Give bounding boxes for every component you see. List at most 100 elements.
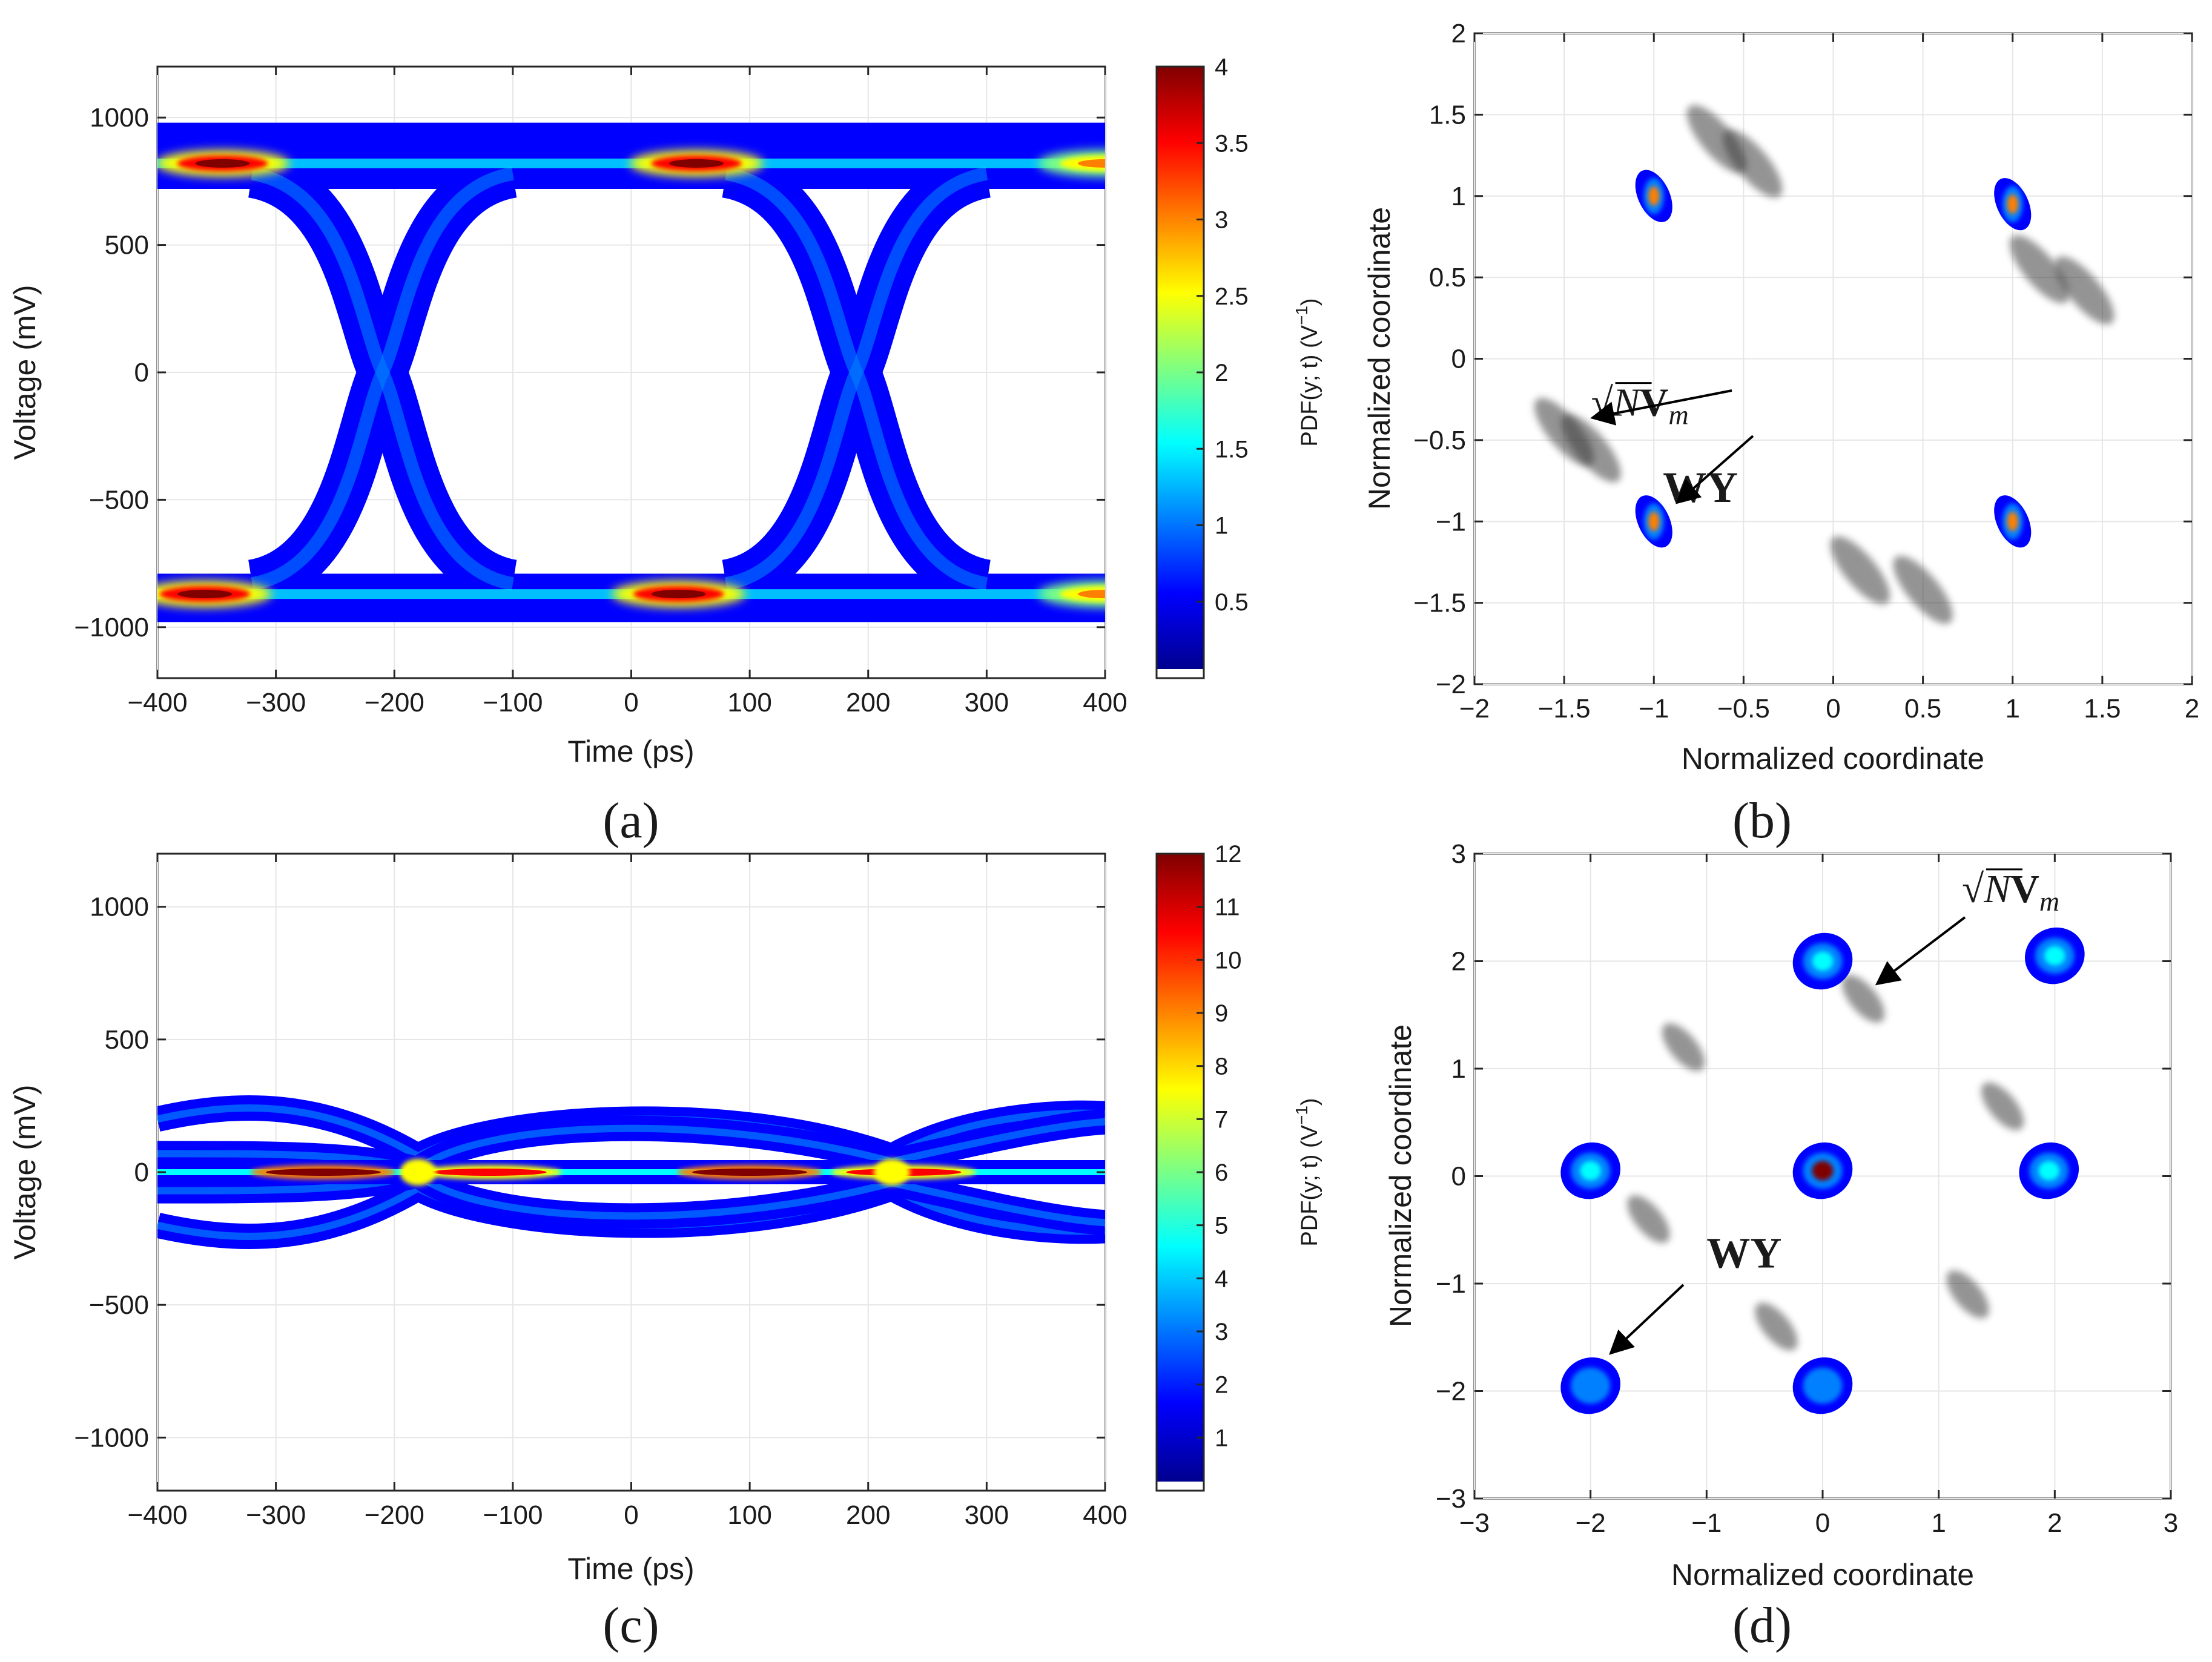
y-tick-label: −2 — [1436, 1377, 1466, 1406]
hotspot-core — [265, 1169, 381, 1176]
x-tick-label: 300 — [965, 1500, 1009, 1530]
hotspot-core — [195, 159, 250, 168]
eye-edge-core — [725, 167, 988, 591]
y-tick-label: −1 — [1436, 507, 1466, 536]
x-tick-label: 0 — [624, 688, 638, 717]
panel-a-axes: −400 −300 −200 −100 0 100 200 300 400−1000−50005… — [74, 67, 1127, 717]
y-tick-label: −3 — [1436, 1484, 1466, 1514]
panel-c-y-axis-label: Voltage (mV) — [8, 1084, 42, 1259]
WY-cluster — [2025, 927, 2085, 984]
panel-a-caption: (a) — [603, 793, 659, 849]
x-tick-label: 1 — [1931, 1508, 1946, 1538]
panel-d-WY-clusters — [1560, 927, 2085, 1414]
y-tick-label: 500 — [105, 1025, 149, 1055]
WY-cluster — [1994, 495, 2032, 548]
panel-d-x-axis-label: Normalized coordinate — [1671, 1558, 1974, 1592]
eye-hotspot — [612, 581, 745, 608]
WY-cluster-core — [1812, 1376, 1834, 1396]
annotation-arrow — [1609, 1284, 1685, 1355]
x-tick-label: 100 — [727, 1500, 771, 1530]
annotation-arrow — [1675, 435, 1754, 504]
y-tick-label: 0.5 — [1429, 263, 1466, 292]
panel-a-colorbar: 0.5 1 1.5 2 2.5 3 3.5 4 PDF(y; t) (V−1) — [1155, 54, 1322, 679]
WY-label: WY — [1706, 1228, 1781, 1277]
x-tick-label: 200 — [846, 1500, 890, 1530]
x-tick-label: 1.5 — [2084, 694, 2121, 724]
colorbar-tick-label: 8 — [1215, 1054, 1228, 1080]
panel-d-sqrtN-Vm-clusters — [1627, 975, 2024, 1351]
x-tick-label: −100 — [483, 1500, 543, 1530]
eye-crossing-hotspot — [873, 1159, 910, 1185]
WY-cluster — [2019, 1142, 2079, 1199]
WY-cluster — [1792, 1142, 1853, 1199]
x-tick-label: 0.5 — [1904, 694, 1941, 724]
colorbar-tick-label: 2 — [1215, 1372, 1228, 1399]
panel-d-caption: (d) — [1732, 1597, 1792, 1654]
WY-cluster-core — [2038, 1161, 2060, 1181]
hotspot-core — [431, 1169, 547, 1176]
colorbar-tick-label: 7 — [1215, 1106, 1228, 1133]
y-tick-label: −1000 — [74, 613, 149, 642]
WY-cluster-core — [1648, 186, 1660, 206]
sqrtN-Vm-cluster — [1830, 536, 1890, 605]
colorbar-tick-label: 1 — [1215, 513, 1228, 539]
colorbar-tick-label: 10 — [1215, 947, 1242, 974]
y-tick-label: 1 — [1451, 1054, 1466, 1084]
colorbar-tick-label: 1 — [1215, 1425, 1228, 1451]
y-tick-label: −500 — [89, 1290, 149, 1320]
x-tick-label: −1.5 — [1538, 694, 1591, 724]
y-tick-label: 0 — [1451, 1162, 1466, 1192]
WY-cluster-core — [1648, 512, 1660, 532]
colorbar-tick-label: 4 — [1215, 54, 1228, 81]
x-tick-label: 2 — [2047, 1508, 2062, 1538]
panel-a-heatmap — [157, 122, 1105, 622]
panel-c-x-axis-label: Time (ps) — [567, 1552, 694, 1586]
WY-cluster-core — [2007, 194, 2018, 214]
sqrtN-Vm-cluster — [1946, 1270, 1989, 1319]
annotation-arrow — [1590, 389, 1732, 426]
V-part: V — [2010, 867, 2039, 911]
panel-c-caption: (c) — [603, 1597, 659, 1654]
panel-b-y-axis-label: Normalized coordinate — [1362, 207, 1396, 510]
panel-d-constellation: −3 −2 −1 0 1 2 3 −3 −2 −1 0 1 2 3 Normalized coordina… — [1384, 839, 2178, 1654]
WY-cluster — [1635, 170, 1672, 222]
sqrtN-part: √N — [1591, 381, 1642, 425]
x-tick-label: −300 — [246, 1500, 306, 1530]
WY-cluster — [1792, 1357, 1853, 1414]
panel-b-WY-clusters — [1635, 170, 2032, 548]
colorbar-tick-label: 1.5 — [1215, 436, 1249, 463]
colorbar-tick-label: 3 — [1215, 1319, 1228, 1345]
x-tick-label: 1 — [2006, 694, 2020, 724]
colorbar-tick-label: 12 — [1215, 841, 1242, 868]
x-tick-label: 0 — [624, 1500, 638, 1530]
sqrtN-Vm-cluster — [1561, 414, 1621, 483]
eye-crossing — [247, 150, 518, 608]
panel-a-colorbar-gradient — [1157, 67, 1204, 669]
y-tick-label: 500 — [105, 231, 149, 260]
WY-cluster — [1792, 932, 1853, 990]
sqrtN-Vm-label: √NVm — [1962, 867, 2059, 917]
WY-cluster — [1994, 178, 2032, 231]
y-tick-label: 3 — [1451, 839, 1466, 869]
y-tick-label: 0 — [134, 358, 149, 387]
y-tick-label: 2 — [1451, 947, 1466, 977]
colorbar-tick-label: 3.5 — [1215, 130, 1249, 157]
sqrtN-Vm-cluster — [1893, 555, 1953, 624]
sqrtN-Vm-cluster — [1981, 1082, 2024, 1130]
eye-top-rail — [157, 122, 1105, 189]
eye-edge-core — [251, 167, 514, 591]
colorbar-tick-label: 6 — [1215, 1159, 1228, 1186]
panel-c-colorbar-label: PDF(y; t) (V−1) — [1292, 1098, 1322, 1246]
hotspot-core — [1078, 590, 1105, 599]
y-tick-label: 1000 — [90, 103, 149, 133]
eye-hotspot — [157, 581, 272, 608]
x-tick-label: 0 — [1815, 1508, 1830, 1538]
x-tick-label: −400 — [127, 1500, 187, 1530]
x-tick-label: 100 — [727, 688, 771, 717]
sqrtN-part: √N — [1962, 867, 2013, 911]
x-tick-label: −300 — [246, 688, 306, 717]
y-tick-label: 1 — [1451, 182, 1466, 211]
panel-c-heatmap — [157, 1095, 1105, 1250]
